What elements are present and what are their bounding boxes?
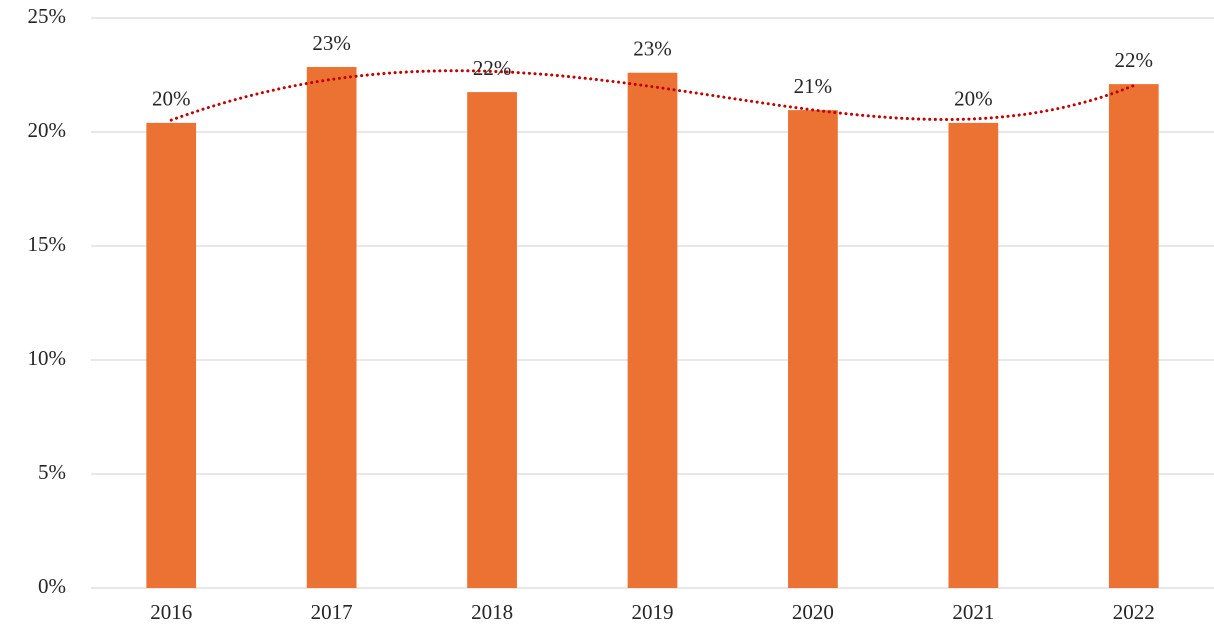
bar [306,67,357,588]
bar [948,122,999,588]
x-tick-label: 2016 [150,600,192,624]
y-tick-label: 25% [28,4,67,28]
trendline [169,69,1136,122]
y-tick-label: 15% [28,232,67,256]
data-label: 23% [633,37,672,61]
y-tick-label: 10% [28,346,67,370]
y-tick-label: 0% [38,574,66,598]
data-label: 20% [152,87,191,111]
data-label: 23% [312,31,351,55]
x-tick-label: 2021 [952,600,994,624]
bar [1108,84,1159,589]
data-label: 21% [794,74,833,98]
bar [627,72,678,589]
data-label: 22% [1115,48,1154,72]
bar [788,110,838,588]
x-tick-label: 2019 [632,600,674,624]
x-tick-label: 2020 [792,600,834,624]
data-label: 20% [954,87,993,111]
x-tick-label: 2017 [311,600,353,624]
x-tick-label: 2022 [1113,600,1155,624]
bar [146,122,197,588]
y-tick-label: 20% [28,118,67,142]
bar [467,92,517,588]
x-tick-label: 2018 [471,600,513,624]
data-label: 22% [473,56,512,80]
y-tick-label: 5% [38,460,66,484]
